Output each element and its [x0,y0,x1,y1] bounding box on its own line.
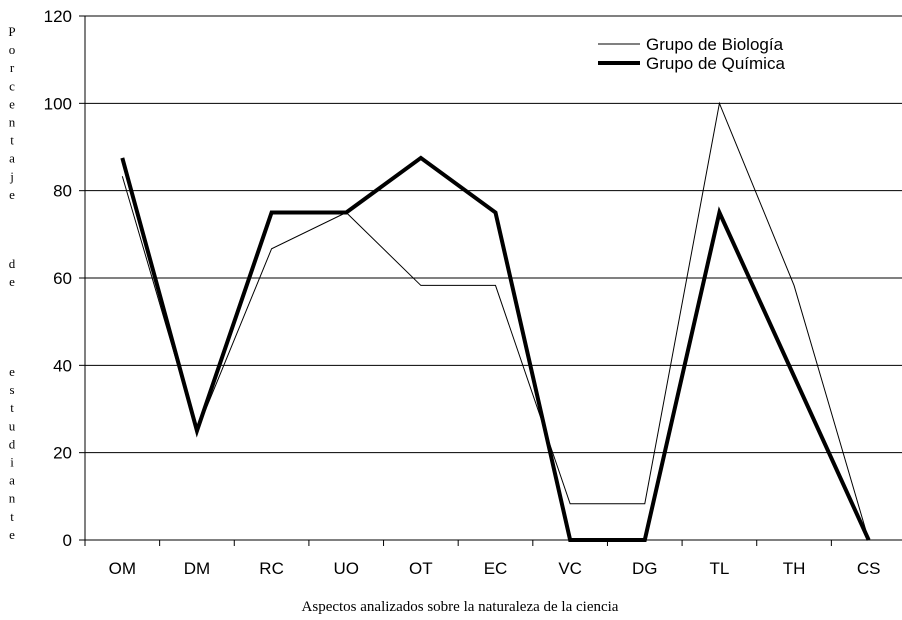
y-tick-label: 0 [63,531,72,550]
y-axis-label-char: e [9,96,15,111]
x-tick-label: EC [484,559,508,578]
y-axis-label-char: d [9,436,16,451]
y-axis-label-char: a [9,473,15,488]
series-lines [120,101,871,542]
y-axis-label-char: s [9,382,14,397]
x-tick-label: OM [109,559,136,578]
y-axis-label-char: n [9,115,16,130]
y-axis-label-char: t [10,509,14,524]
y-axis-label-char: t [10,400,14,415]
y-axis-label-char: P [8,24,15,39]
y-axis-label-char: c [9,78,15,93]
y-axis-label-char: r [10,60,15,75]
y-axis-label-char: e [9,187,15,202]
y-axis-label-char: n [9,491,16,506]
y-axis-label-char: e [9,527,15,542]
x-axis-label: Aspectos analizados sobre la naturaleza … [302,599,619,615]
y-tick-label: 40 [53,356,72,375]
x-tick-label: UO [333,559,359,578]
x-tick-label: TL [709,559,729,578]
y-tick-label: 20 [53,444,72,463]
y-tick-label: 120 [44,7,72,26]
y-axis-label-char: a [9,151,15,166]
y-axis-label-char: j [9,169,14,184]
y-axis-label-char: d [9,256,16,271]
y-tick-label: 60 [53,269,72,288]
y-axis-label-char: e [9,274,15,289]
x-tick-label: DG [632,559,658,578]
legend-label-1: Grupo de Biología [646,35,784,54]
x-tick-label: TH [783,559,806,578]
y-tick-label: 100 [44,94,72,113]
x-tick-label: OT [409,559,433,578]
y-axis-label-char: o [9,42,16,57]
y-axis-label-char: e [9,364,15,379]
y-axis-label-char: t [10,133,14,148]
x-tick-label: CS [857,559,881,578]
y-axis-label-char: u [9,418,16,433]
series-line-2 [120,155,871,542]
legend-label-2: Grupo de Química [646,54,785,73]
gridlines [85,15,902,454]
series-line-1 [121,101,870,541]
axes [84,16,902,546]
y-axis-label-char: i [10,455,14,470]
y-tick-label: 80 [53,182,72,201]
x-tick-label: VC [558,559,582,578]
x-axis-ticks: OM DM RC UO OT EC VC DG TL TH CS [109,540,881,578]
y-axis-ticks: 0 20 40 60 80 100 120 [44,7,85,550]
x-tick-label: RC [259,559,284,578]
x-tick-label: DM [184,559,210,578]
